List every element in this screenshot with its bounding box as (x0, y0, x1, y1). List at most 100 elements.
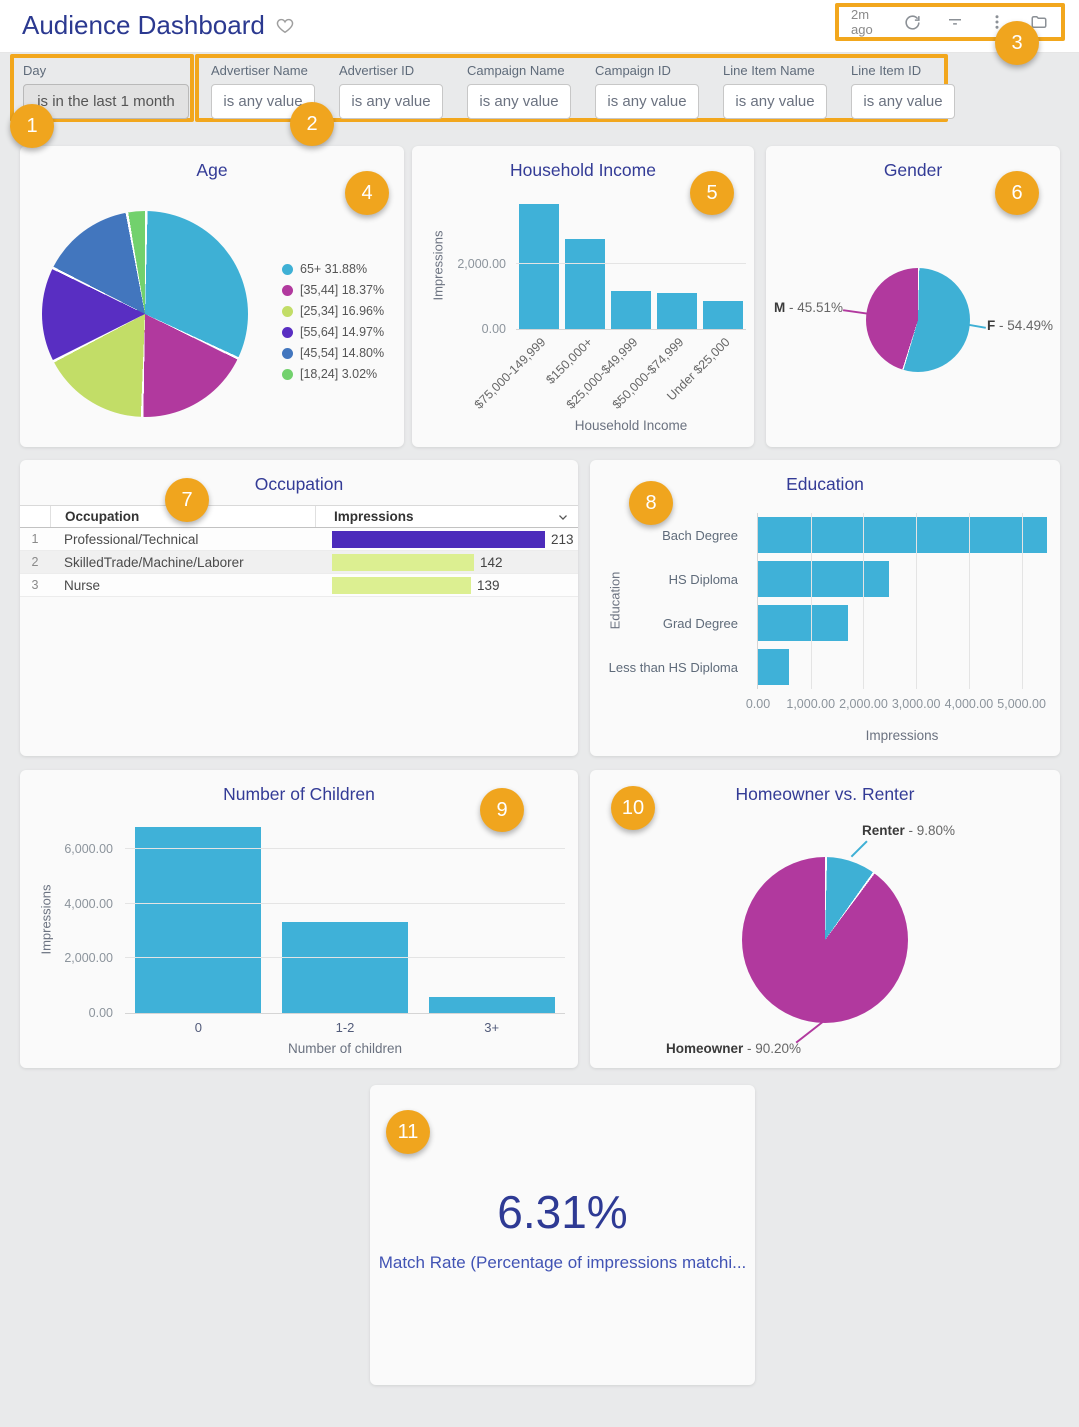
bars (125, 825, 565, 1013)
education-bar-chart[interactable]: 0.00 1,000.00 2,000.00 3,000.00 4,000.00 5,00… (746, 513, 1048, 711)
y-tick-label: 6,000.00 (64, 841, 113, 856)
x-axis-label: Number of children (287, 1041, 403, 1056)
y-tick-label: 2,000.00 (457, 257, 506, 272)
bar[interactable] (758, 561, 889, 597)
more-vert-icon[interactable] (988, 13, 1006, 31)
tile-match-rate: 6.31% Match Rate (Percentage of impressi… (370, 1085, 755, 1385)
impressions-cell: 213 (314, 530, 578, 548)
bar[interactable] (702, 300, 744, 329)
top-bar (0, 0, 1079, 53)
bar-slot (272, 825, 419, 1013)
impressions-bar (332, 553, 474, 571)
table-row[interactable]: 3 Nurse 139 (20, 574, 578, 597)
annotation-badge-7: 7 (165, 478, 209, 522)
annotation-badge-4: 4 (345, 171, 389, 215)
table-row[interactable]: 1 Professional/Technical 213 (20, 528, 578, 551)
tile-occupation: Occupation Occupation Impressions 1 Profe… (20, 460, 578, 756)
advertiser-id-filter-button[interactable]: is any value (339, 84, 443, 119)
filter-label-day: Day (23, 63, 47, 78)
table-row[interactable]: 2 SkilledTrade/Machine/Laborer 142 (20, 551, 578, 574)
gender-pie-chart[interactable] (866, 268, 970, 372)
y-tick-label: 0.00 (481, 322, 506, 336)
homeowner-pie-chart[interactable] (742, 857, 908, 1023)
annotation-badge-8: 8 (629, 481, 673, 525)
category-label: Less than HS Diploma (608, 659, 738, 675)
category-label: HS Diploma (668, 571, 738, 587)
y-axis: 0.00 2,000.00 (436, 201, 506, 336)
occupation-cell: Nurse (64, 577, 101, 593)
filter-group-advertiser-id: Advertiser ID is any value (339, 63, 443, 119)
chart-title-household-income: Household Income (510, 160, 656, 180)
annotation-badge-10: 10 (611, 786, 655, 830)
line-item-name-filter-button[interactable]: is any value (723, 84, 827, 119)
age-pie-chart[interactable] (42, 211, 248, 417)
bar[interactable] (564, 239, 606, 329)
x-category-label: 1-2 (272, 1019, 419, 1037)
favorite-heart-icon[interactable] (275, 16, 295, 40)
filter-group-line-item-id: Line Item ID is any value (851, 63, 955, 119)
x-category-text: 0 (194, 1020, 202, 1035)
y-tick-label: 2,000.00 (64, 951, 113, 966)
line-item-id-filter-button[interactable]: is any value (851, 84, 955, 119)
y-tick-label: 0.00 (88, 1006, 113, 1020)
campaign-name-filter-button[interactable]: is any value (467, 84, 571, 119)
x-tick-label: 5,000.00 (997, 697, 1046, 711)
bar[interactable] (758, 517, 1047, 553)
x-category-text: $75,000-149,999 (472, 335, 549, 412)
bar[interactable] (135, 827, 262, 1013)
gridline (125, 902, 565, 904)
bar-slot (654, 201, 700, 329)
bar[interactable] (281, 921, 409, 1013)
sort-chevron-icon[interactable] (556, 510, 570, 524)
legend-dot-icon (282, 284, 293, 296)
x-tick-label: 0.00 (745, 697, 771, 711)
legend-label: [35,44] 18.37% (300, 283, 385, 297)
bar[interactable] (518, 203, 560, 329)
legend-label: [25,34] 16.96% (300, 304, 385, 318)
legend-dot-icon (282, 326, 293, 338)
impressions-column-header[interactable]: Impressions (315, 506, 578, 527)
annotation-box-day-filter: Day is in the last 1 month (10, 54, 194, 122)
occupation-table: Occupation Impressions 1 Professional/Tec… (20, 505, 578, 597)
homeowner-callout: Homeowner - 90.20% (666, 1041, 802, 1056)
legend-dot-icon (282, 263, 293, 275)
annotation-badge-9: 9 (480, 788, 524, 832)
x-axis-label: Household Income (574, 418, 688, 433)
impressions-value: 139 (477, 577, 500, 593)
y-axis: 0.00 2,000.00 4,000.00 6,000.00 (43, 825, 113, 1020)
bar[interactable] (758, 649, 789, 685)
gender-callout-female: F - 54.49% (987, 318, 1054, 333)
table-header-row: Occupation Impressions (20, 505, 578, 528)
number-of-children-bar-chart[interactable] (125, 825, 565, 1014)
chart-title-education: Education (786, 474, 864, 494)
annotation-badge-5: 5 (690, 171, 734, 215)
row-number-column-header (20, 506, 50, 527)
campaign-id-filter-button[interactable]: is any value (595, 84, 699, 119)
x-category-label: Under $25,000 (665, 329, 746, 429)
occupation-column-header[interactable]: Occupation (50, 506, 315, 527)
bar[interactable] (758, 605, 848, 641)
bar-slot (700, 201, 746, 329)
legend-item: [35,44] 18.37% (282, 283, 384, 297)
x-category-label: 0 (125, 1019, 272, 1037)
household-income-bar-chart[interactable] (516, 201, 746, 330)
row-number: 1 (31, 532, 39, 546)
annotation-box-toolbar: 2m ago (835, 3, 1065, 41)
gridline (916, 513, 918, 689)
match-rate-value: 6.31% (497, 1186, 628, 1238)
bar-slot (608, 201, 654, 329)
filter-icon[interactable] (945, 13, 965, 31)
bar-slot (516, 201, 562, 329)
bar[interactable] (656, 292, 698, 329)
x-tick-label: 3,000.00 (891, 697, 941, 711)
match-rate-label: Match Rate (Percentage of impressions ma… (378, 1253, 747, 1272)
annotation-badge-3: 3 (995, 21, 1039, 65)
bar[interactable] (610, 290, 652, 329)
row-number: 3 (31, 578, 39, 592)
legend-label: [45,54] 14.80% (300, 346, 385, 360)
day-filter-button[interactable]: is in the last 1 month (23, 84, 189, 119)
legend-label: [18,24] 3.02% (300, 367, 378, 381)
refresh-icon[interactable] (903, 13, 922, 32)
callout-line (795, 1018, 827, 1044)
bar[interactable] (428, 996, 555, 1013)
